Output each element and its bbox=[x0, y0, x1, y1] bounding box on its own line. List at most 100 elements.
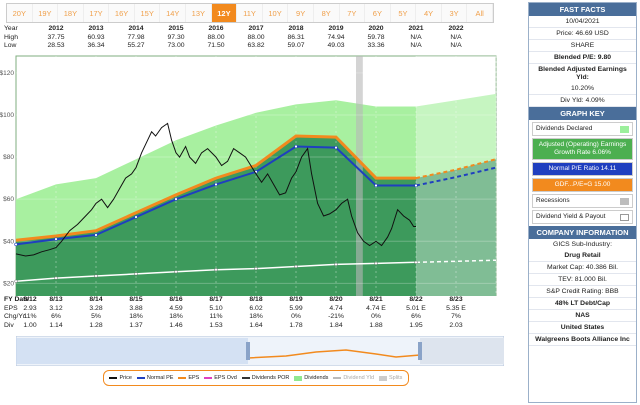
years-cell: 2017 bbox=[248, 25, 264, 32]
share-label: SHARE bbox=[529, 40, 636, 52]
tab-20y[interactable]: 20Y bbox=[7, 4, 33, 22]
tab-8y[interactable]: 8Y bbox=[314, 4, 340, 22]
row-label: Year bbox=[4, 25, 18, 32]
high-cell: 59.78 bbox=[367, 33, 385, 41]
key-label: Dividends Declared bbox=[536, 125, 593, 132]
legend-label: EPS Ovd bbox=[214, 375, 237, 381]
tab-19y[interactable]: 19Y bbox=[33, 4, 59, 22]
tab-15y[interactable]: 15Y bbox=[135, 4, 161, 22]
eps-cell: 3.28 bbox=[89, 304, 103, 312]
high-cell: 77.98 bbox=[127, 33, 145, 41]
navigator-handle-right[interactable] bbox=[418, 342, 422, 360]
low-cell: N/A bbox=[450, 42, 462, 49]
normal-pe-point bbox=[174, 197, 178, 201]
tab-12y[interactable]: 12Y bbox=[211, 4, 238, 22]
tab-10y[interactable]: 10Y bbox=[263, 4, 289, 22]
navigator-handle-left[interactable] bbox=[246, 342, 250, 360]
credit-rating: S&P Credit Rating: BBB bbox=[529, 286, 636, 298]
tab-17y[interactable]: 17Y bbox=[84, 4, 110, 22]
div-row: Div 1.00 1.14 1.28 1.37 1.46 1.53 1.64 1.78 1.84 1… bbox=[4, 322, 496, 331]
years-cell: 2022 bbox=[448, 25, 464, 32]
key-adjusted-earnings[interactable]: Adjusted (Operating) Earnings Growth Rat… bbox=[532, 138, 633, 160]
tab-5y[interactable]: 5Y bbox=[391, 4, 417, 22]
key-normal-pe[interactable]: Normal P/E Ratio 14.11 bbox=[532, 162, 633, 176]
legend-item[interactable]: EPS Ovd bbox=[204, 375, 237, 381]
normal-pe-point bbox=[334, 145, 338, 150]
legend-swatch bbox=[136, 377, 145, 379]
dividend-yield-point bbox=[94, 274, 98, 278]
key-dividends-declared[interactable]: Dividends Declared bbox=[532, 122, 633, 136]
y-tick-label: $40 bbox=[3, 238, 14, 245]
blended-pe: Blended P/E: 9.80 bbox=[529, 52, 636, 64]
country: United States bbox=[529, 322, 636, 334]
legend-item[interactable]: Splits bbox=[378, 375, 403, 381]
normal-pe-point bbox=[214, 182, 218, 187]
eps-cell: 2.93 bbox=[23, 304, 37, 312]
high-cell: N/A bbox=[450, 33, 462, 41]
company-info-header: COMPANY INFORMATION bbox=[529, 226, 636, 239]
tab-13y[interactable]: 13Y bbox=[186, 4, 212, 22]
chg-cell: 11% bbox=[209, 313, 223, 320]
tab-11y[interactable]: 11Y bbox=[237, 4, 263, 22]
key-label: Adjusted (Operating) Earnings Growth Rat… bbox=[538, 141, 627, 156]
key-recessions[interactable]: Recessions bbox=[532, 194, 633, 208]
yield-swatch bbox=[620, 213, 629, 221]
dividend-yield-point bbox=[254, 266, 258, 271]
dates-cell: 8/14 bbox=[89, 296, 103, 303]
high-cell: 74.94 bbox=[327, 33, 345, 41]
chart-legend: Price Normal PE EPS EPS Ovd Dividends POR Div… bbox=[103, 370, 409, 386]
tab-3y[interactable]: 3Y bbox=[442, 4, 468, 22]
range-navigator[interactable] bbox=[16, 336, 504, 366]
forecast-shade bbox=[416, 56, 496, 296]
legend-item[interactable]: EPS bbox=[178, 375, 199, 381]
dividend-yield-forecast bbox=[415, 259, 497, 264]
chg-row: Chg/Yr 11% 6% 5% 18% 18% 11% 18% 0% -21% 0% 6% 7% bbox=[4, 313, 496, 322]
price: Price: 46.69 USD bbox=[529, 28, 636, 40]
eps-cell: 5.35 E bbox=[446, 304, 466, 312]
tab-6y[interactable]: 6Y bbox=[365, 4, 391, 22]
chg-cell: 18% bbox=[129, 313, 143, 320]
dates-cell: 8/21 bbox=[369, 296, 383, 303]
graph-key-header: GRAPH KEY bbox=[529, 107, 636, 120]
eps-cell: 5.10 bbox=[209, 304, 223, 312]
tab-7y[interactable]: 7Y bbox=[340, 4, 366, 22]
exchange: NAS bbox=[529, 310, 636, 322]
normal-pe-point bbox=[94, 233, 98, 237]
chg-cell: 11% bbox=[23, 313, 37, 320]
y-tick-label: $120 bbox=[0, 70, 14, 77]
legend-item[interactable]: Dividend Yld bbox=[333, 375, 374, 381]
tab-all[interactable]: All bbox=[467, 4, 493, 22]
chg-cell: 6% bbox=[51, 313, 61, 320]
div-cell: 1.46 bbox=[169, 321, 183, 329]
chg-cell: 18% bbox=[169, 313, 183, 320]
dates-cell: 8/13 bbox=[49, 296, 63, 303]
navigator-forecast bbox=[420, 338, 504, 364]
legend-label: Splits bbox=[388, 375, 403, 381]
blended-yield-label: Blended Adjusted Earnings Yld: bbox=[538, 65, 627, 81]
years-cell: 2018 bbox=[288, 25, 304, 32]
legend-label: Price bbox=[119, 375, 132, 381]
row-label: EPS bbox=[4, 304, 18, 312]
normal-pe-point bbox=[134, 215, 138, 219]
tab-18y[interactable]: 18Y bbox=[58, 4, 84, 22]
legend-item[interactable]: Normal PE bbox=[136, 375, 173, 381]
key-label: Dividend Yield & Payout bbox=[536, 213, 606, 220]
div-cell: 2.03 bbox=[449, 321, 463, 329]
tab-14y[interactable]: 14Y bbox=[160, 4, 187, 22]
low-cell: 28.53 bbox=[47, 42, 65, 49]
key-yield-payout[interactable]: Dividend Yield & Payout bbox=[532, 210, 633, 224]
eps-cell: 4.59 bbox=[169, 304, 183, 312]
years-cell: 2020 bbox=[368, 25, 384, 32]
legend-item[interactable]: Dividends POR bbox=[241, 375, 289, 381]
dividend-yield-point bbox=[134, 272, 138, 276]
tab-16y[interactable]: 16Y bbox=[109, 4, 135, 22]
low-cell: 71.50 bbox=[207, 42, 225, 49]
tab-9y[interactable]: 9Y bbox=[288, 4, 314, 22]
eps-cell: 4.74 bbox=[329, 304, 343, 312]
key-gdf[interactable]: GDF...P/E=G 15.00 bbox=[532, 178, 633, 192]
years-cell: 2019 bbox=[328, 25, 344, 32]
low-cell: 55.27 bbox=[127, 42, 145, 49]
tab-4y[interactable]: 4Y bbox=[416, 4, 442, 22]
legend-item[interactable]: Price bbox=[109, 375, 132, 381]
legend-item[interactable]: Dividends bbox=[294, 375, 328, 381]
